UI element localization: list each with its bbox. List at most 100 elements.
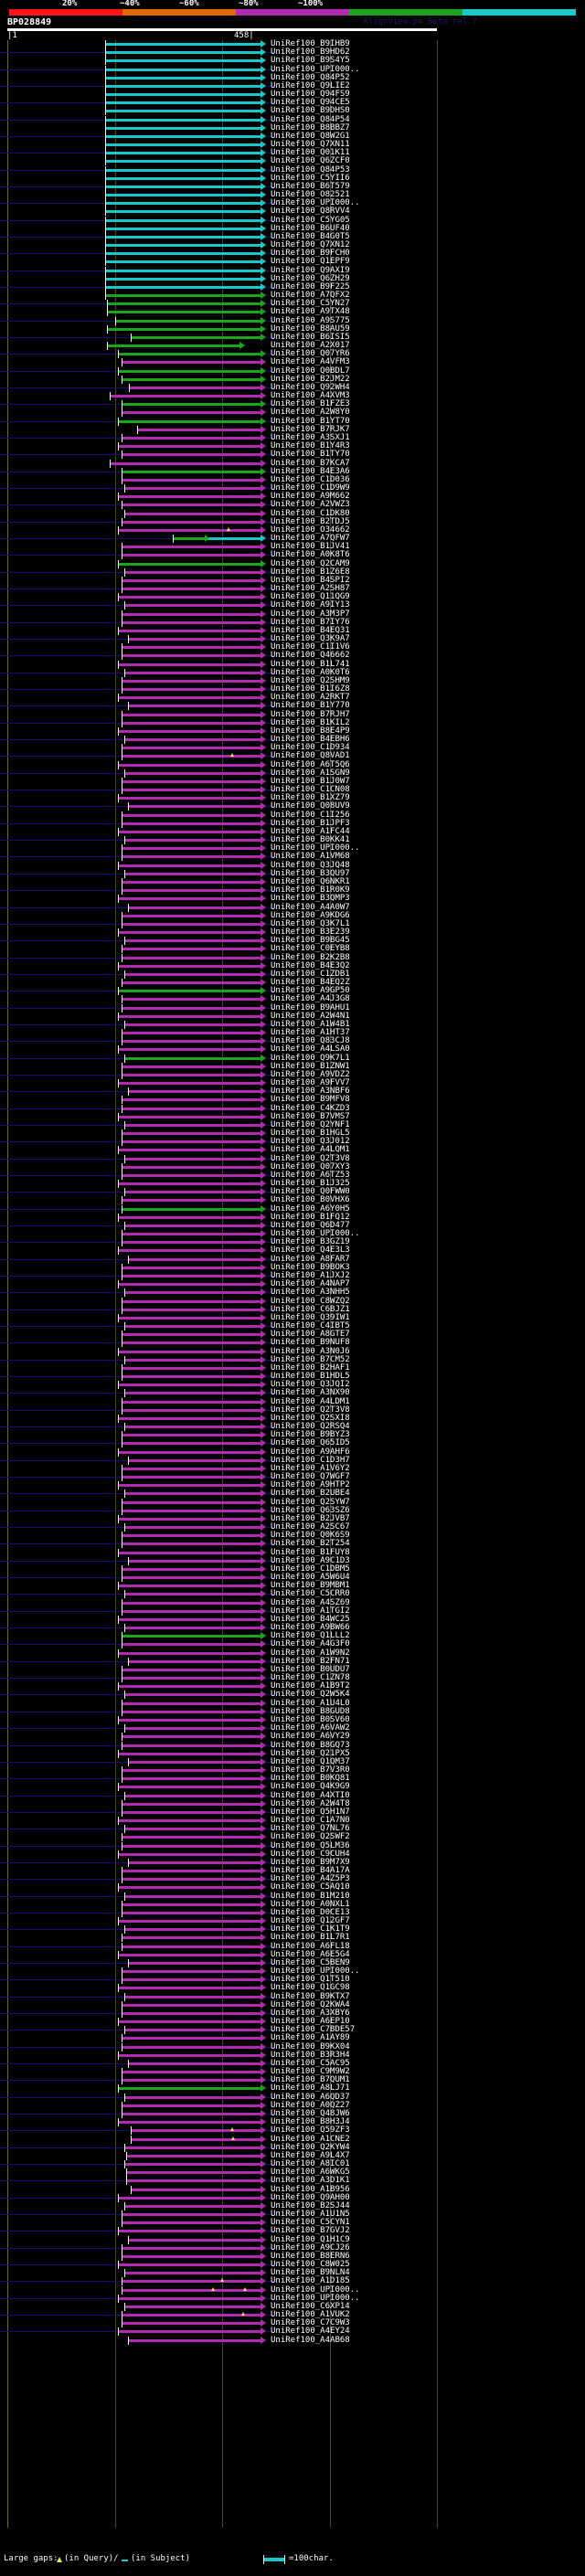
- subject-label[interactable]: UniRef100_B9KX04: [271, 2042, 350, 2051]
- alignment-row[interactable]: UniRef100_A9KDG6: [0, 911, 585, 920]
- alignment-row[interactable]: UniRef100_B9MFV8: [0, 1095, 585, 1104]
- subject-label[interactable]: UniRef100_A8LJ71: [271, 2083, 350, 2093]
- hsp-bar[interactable]: [125, 1023, 261, 1026]
- subject-label[interactable]: UniRef100_A2SH87: [271, 584, 350, 593]
- hsp-bar[interactable]: [122, 1769, 261, 1772]
- hsp-bar[interactable]: [125, 2096, 261, 2099]
- alignment-row[interactable]: UniRef100_Q9LIE2: [0, 81, 585, 90]
- alignment-row[interactable]: UniRef100_A4LQM1: [0, 1145, 585, 1154]
- alignment-row[interactable]: UniRef100_B4EBH6: [0, 735, 585, 744]
- subject-label[interactable]: UniRef100_Q8VAD1: [271, 751, 350, 760]
- hsp-bar[interactable]: [122, 1643, 261, 1646]
- hsp-bar[interactable]: [119, 2297, 261, 2300]
- subject-label[interactable]: UniRef100_Q7XN12: [271, 240, 350, 249]
- alignment-row[interactable]: UniRef100_A1V6Y2: [0, 1464, 585, 1473]
- subject-label[interactable]: UniRef100_A9TX48: [271, 307, 350, 316]
- hsp-bar[interactable]: [122, 755, 261, 758]
- hsp-bar[interactable]: [130, 387, 261, 389]
- hsp-bar[interactable]: [119, 2121, 261, 2124]
- hsp-bar[interactable]: [119, 696, 261, 699]
- hsp-bar[interactable]: [122, 437, 261, 440]
- hsp-bar[interactable]: [119, 1552, 261, 1554]
- hsp-bar[interactable]: [119, 495, 261, 498]
- hsp-bar[interactable]: [122, 621, 261, 624]
- hsp-bar[interactable]: [122, 2221, 261, 2224]
- subject-label[interactable]: UniRef100_B1FQ12: [271, 1213, 350, 1222]
- alignment-row[interactable]: UniRef100_Q84P54: [0, 115, 585, 124]
- subject-label[interactable]: UniRef100_A4VFM3: [271, 357, 350, 366]
- alignment-row[interactable]: UniRef100_B6T579: [0, 182, 585, 191]
- subject-label[interactable]: UniRef100_B4EQ2Z: [271, 978, 350, 987]
- alignment-row[interactable]: UniRef100_B2T254: [0, 1539, 585, 1548]
- hsp-bar[interactable]: [122, 1635, 261, 1638]
- alignment-row[interactable]: UniRef100_Q1H1C9: [0, 2235, 585, 2244]
- alignment-row[interactable]: UniRef100_B6ISI5: [0, 333, 585, 342]
- hsp-bar[interactable]: [119, 1719, 261, 1722]
- subject-label[interactable]: UniRef100_B2HAF1: [271, 1363, 350, 1373]
- hsp-bar[interactable]: [122, 1803, 261, 1806]
- subject-label[interactable]: UniRef100_Q3K9A7: [271, 634, 350, 643]
- subject-label[interactable]: UniRef100_Q4E3L3: [271, 1246, 350, 1255]
- hsp-bar[interactable]: [106, 101, 261, 104]
- subject-label[interactable]: UniRef100_A8IC01: [271, 2159, 350, 2168]
- hsp-bar[interactable]: [119, 420, 261, 423]
- hsp-bar[interactable]: [122, 1434, 261, 1436]
- subject-label[interactable]: UniRef100_C5CRR0: [271, 1589, 350, 1598]
- subject-label[interactable]: UniRef100_UPI000..: [271, 1966, 360, 1976]
- hsp-bar[interactable]: [106, 119, 261, 122]
- subject-label[interactable]: UniRef100_Q7XN11: [271, 140, 350, 149]
- alignment-row[interactable]: UniRef100_Q0K6S9: [0, 1531, 585, 1540]
- subject-label[interactable]: UniRef100_Q6D477: [271, 1221, 350, 1230]
- subject-label[interactable]: UniRef100_B1JV41: [271, 542, 350, 551]
- alignment-row[interactable]: UniRef100_Q6ZH29: [0, 274, 585, 283]
- hsp-bar[interactable]: [119, 2054, 261, 2057]
- subject-label[interactable]: UniRef100_Q9K7L1: [271, 1054, 350, 1063]
- alignment-row[interactable]: UniRef100_C9CUH4: [0, 1850, 585, 1859]
- subject-label[interactable]: UniRef100_Q59ZF3: [271, 2125, 350, 2135]
- alignment-row[interactable]: UniRef100_Q83CJ8: [0, 1036, 585, 1045]
- hsp-bar[interactable]: [119, 663, 261, 666]
- hsp-bar[interactable]: [125, 939, 261, 942]
- subject-label[interactable]: UniRef100_C1D934: [271, 743, 350, 752]
- alignment-row[interactable]: UniRef100_B9BYZ3: [0, 1430, 585, 1439]
- alignment-row[interactable]: UniRef100_B2UBE4: [0, 1489, 585, 1498]
- alignment-row[interactable]: UniRef100_B9S4Y5: [0, 56, 585, 65]
- hsp-bar[interactable]: [111, 462, 261, 465]
- hsp-bar[interactable]: [122, 1912, 261, 1914]
- subject-label[interactable]: UniRef100_Q1EPF9: [271, 257, 350, 266]
- alignment-row[interactable]: UniRef100_Q3JQ48: [0, 861, 585, 870]
- subject-label[interactable]: UniRef100_B0VHX6: [271, 1195, 350, 1204]
- hsp-bar[interactable]: [106, 135, 261, 138]
- subject-label[interactable]: UniRef100_A3D1K1: [271, 2176, 350, 2185]
- alignment-row[interactable]: UniRef100_Q6ZCF0: [0, 156, 585, 165]
- subject-label[interactable]: UniRef100_B1HDL5: [271, 1372, 350, 1381]
- hsp-bar[interactable]: [119, 990, 261, 992]
- subject-label[interactable]: UniRef100_Q5H1N7: [271, 1807, 350, 1817]
- subject-label[interactable]: UniRef100_B9S4Y5: [271, 56, 350, 65]
- hsp-bar[interactable]: [125, 1828, 261, 1830]
- alignment-row[interactable]: UniRef100_Q7XN11: [0, 140, 585, 149]
- hsp-bar[interactable]: [128, 2062, 261, 2065]
- alignment-row[interactable]: UniRef100_UPI000..: [0, 843, 585, 853]
- subject-label[interactable]: UniRef100_B7RJH7: [271, 710, 350, 719]
- alignment-row[interactable]: UniRef100_Q2SWF2: [0, 1832, 585, 1841]
- alignment-row[interactable]: UniRef100_Q1T510: [0, 1975, 585, 1984]
- alignment-row[interactable]: UniRef100_B0VHX6: [0, 1195, 585, 1204]
- subject-label[interactable]: UniRef100_D0CE13: [271, 1908, 350, 1917]
- subject-label[interactable]: UniRef100_A0NXL1: [271, 1900, 350, 1909]
- hsp-bar[interactable]: [128, 1090, 261, 1093]
- subject-label[interactable]: UniRef100_B9IHB9: [271, 39, 350, 48]
- alignment-row[interactable]: UniRef100_B1FUY8: [0, 1548, 585, 1557]
- subject-label[interactable]: UniRef100_A9L4X7: [271, 2151, 350, 2160]
- alignment-row[interactable]: UniRef100_A9HTP2: [0, 1480, 585, 1489]
- hsp-bar[interactable]: [119, 630, 261, 632]
- alignment-row[interactable]: UniRef100_A0K0T6: [0, 668, 585, 677]
- subject-label[interactable]: UniRef100_A9AHF6: [271, 1447, 350, 1457]
- subject-label[interactable]: UniRef100_B2K2B8: [271, 953, 350, 962]
- subject-label[interactable]: UniRef100_Q2CAM9: [271, 559, 350, 568]
- alignment-row[interactable]: UniRef100_A3NX90: [0, 1388, 585, 1397]
- alignment-row[interactable]: UniRef100_Q0FWW0: [0, 1187, 585, 1196]
- hsp-bar[interactable]: [119, 897, 261, 900]
- hsp-bar[interactable]: [125, 1928, 261, 1931]
- subject-label[interactable]: UniRef100_A7QFX2: [271, 291, 350, 300]
